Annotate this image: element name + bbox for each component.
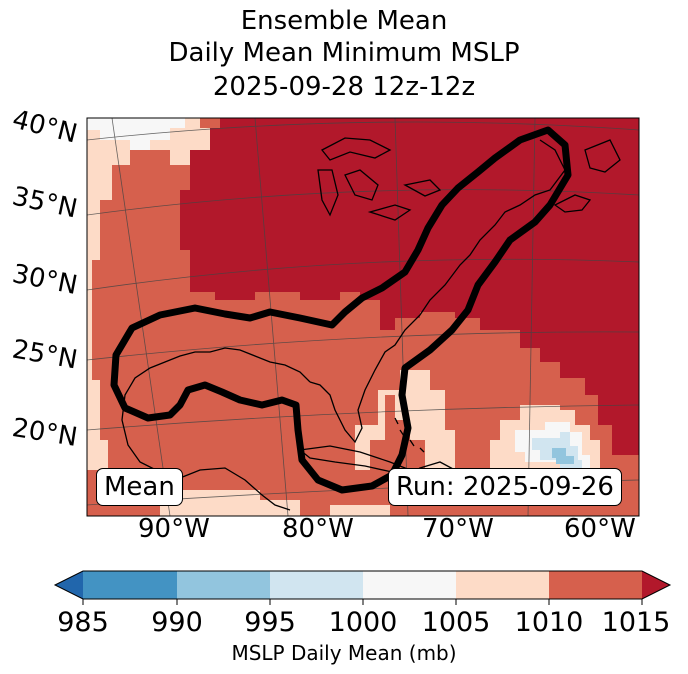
colorbar-tick-985: 985: [57, 607, 109, 638]
run-date-badge: Run: 2025-09-26: [388, 468, 622, 506]
lon-label-70: 70°W: [422, 514, 494, 544]
mean-badge: Mean: [96, 468, 183, 506]
colorbar-seg-995: [270, 571, 363, 599]
colorbar-seg-1000: [363, 571, 456, 599]
map-fields: [87, 118, 639, 516]
colorbar-tick-1010: 1010: [514, 607, 584, 638]
lon-label-60: 60°W: [564, 514, 636, 544]
field-blue: [552, 448, 574, 464]
colorbar-seg-1010: [549, 571, 642, 599]
forecast-cone-outline: [110, 126, 572, 494]
colorbar-seg-985: [83, 571, 177, 599]
colorbar-under: [55, 571, 83, 599]
colorbar-tick-990: 990: [151, 607, 203, 638]
colorbar-label: MSLP Daily Mean (mb): [231, 641, 457, 665]
map-frame: [86, 117, 640, 517]
colorbar-tick-1000: 1000: [328, 607, 398, 638]
lon-label-90: 90°W: [138, 514, 210, 544]
colorbar: [53, 570, 672, 605]
field-light-bottom: [330, 505, 390, 516]
colorbar-seg-990: [177, 571, 270, 599]
colorbar-over: [642, 571, 670, 599]
title-line-2: Daily Mean Minimum MSLP: [168, 38, 520, 68]
colorbar-tick-1015: 1015: [601, 607, 671, 638]
colorbar-tick-995: 995: [244, 607, 296, 638]
colorbar-tick-1005: 1005: [421, 607, 491, 638]
title-line-3: 2025-09-28 12z-12z: [212, 72, 476, 102]
title-line-1: Ensemble Mean: [240, 6, 448, 36]
colorbar-seg-1005: [456, 571, 549, 599]
lon-label-80: 80°W: [282, 514, 354, 544]
field-light-south: [160, 490, 300, 516]
field-light-west: [87, 118, 150, 470]
field-white-corner: [87, 118, 185, 150]
